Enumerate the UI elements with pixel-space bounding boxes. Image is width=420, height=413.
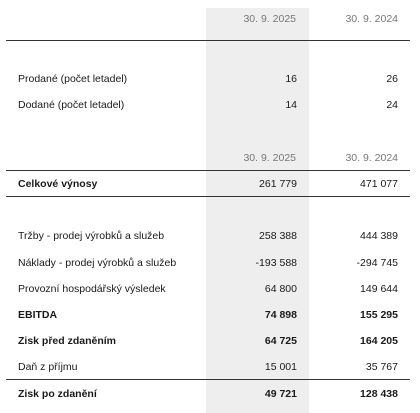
revenue-top-divider	[6, 170, 410, 171]
row-label: Celkové výnosy	[18, 178, 98, 190]
table-row-ebitda: EBITDA 74 898 155 295	[0, 307, 420, 323]
table-row-income-tax: Daň z příjmu 15 001 35 767	[0, 359, 420, 375]
highlighted-column-2025	[206, 8, 309, 413]
row-label: Náklady - prodej výrobků a služeb	[18, 257, 177, 269]
row-value-2025: 261 779	[259, 178, 297, 190]
row-value-2024: 149 644	[360, 283, 398, 295]
row-value-2025: 49 721	[264, 388, 297, 400]
header2-col-2024: 30. 9. 2024	[345, 152, 398, 164]
row-label: EBITDA	[18, 309, 58, 321]
header-divider	[6, 40, 410, 41]
row-value-2024: 164 205	[360, 335, 398, 347]
row-value-2024: 35 767	[365, 361, 398, 373]
header-col-2025: 30. 9. 2025	[243, 13, 296, 25]
row-value-2024: -294 745	[356, 257, 398, 269]
row-label: Zisk před zdaněním	[18, 335, 117, 347]
row-label: Tržby - prodej výrobků a služeb	[18, 230, 165, 242]
header-col-2024: 30. 9. 2024	[345, 13, 398, 25]
table-row-profit-before-tax: Zisk před zdaněním 64 725 164 205	[0, 333, 420, 349]
row-label: Provozní hospodářský výsledek	[18, 283, 166, 295]
row-label: Prodané (počet letadel)	[18, 73, 128, 85]
table-row-operating-result: Provozní hospodářský výsledek 64 800 149…	[0, 281, 420, 297]
table-row-net-profit: Zisk po zdanění 49 721 128 438	[0, 386, 420, 402]
row-label: Dodané (počet letadel)	[18, 99, 125, 111]
row-label: Daň z příjmu	[18, 361, 78, 373]
table-row-sold: Prodané (počet letadel) 16 26	[0, 71, 420, 87]
row-value-2025: 14	[285, 99, 297, 111]
table-row-costs: Náklady - prodej výrobků a služeb -193 5…	[0, 255, 420, 271]
revenue-bottom-divider	[6, 196, 410, 197]
row-value-2024: 444 389	[360, 230, 398, 242]
table-row-total-revenue: Celkové výnosy 261 779 471 077	[0, 176, 420, 192]
header2-col-2025: 30. 9. 2025	[243, 152, 296, 164]
row-value-2024: 155 295	[360, 309, 398, 321]
row-value-2025: 258 388	[259, 230, 297, 242]
row-value-2025: 15 001	[264, 361, 297, 373]
table-row-delivered: Dodané (počet letadel) 14 24	[0, 97, 420, 113]
table-row-sales: Tržby - prodej výrobků a služeb 258 388 …	[0, 228, 420, 244]
row-value-2025: 64 725	[264, 335, 297, 347]
row-value-2024: 26	[386, 73, 398, 85]
row-value-2024: 471 077	[360, 178, 398, 190]
row-value-2024: 128 438	[360, 388, 398, 400]
row-label: Zisk po zdanění	[18, 388, 97, 400]
row-value-2025: 64 800	[264, 283, 297, 295]
row-value-2025: -193 588	[255, 257, 297, 269]
row-value-2025: 74 898	[264, 309, 297, 321]
row-value-2024: 24	[386, 99, 398, 111]
row-value-2025: 16	[285, 73, 297, 85]
net-profit-divider	[6, 379, 410, 380]
